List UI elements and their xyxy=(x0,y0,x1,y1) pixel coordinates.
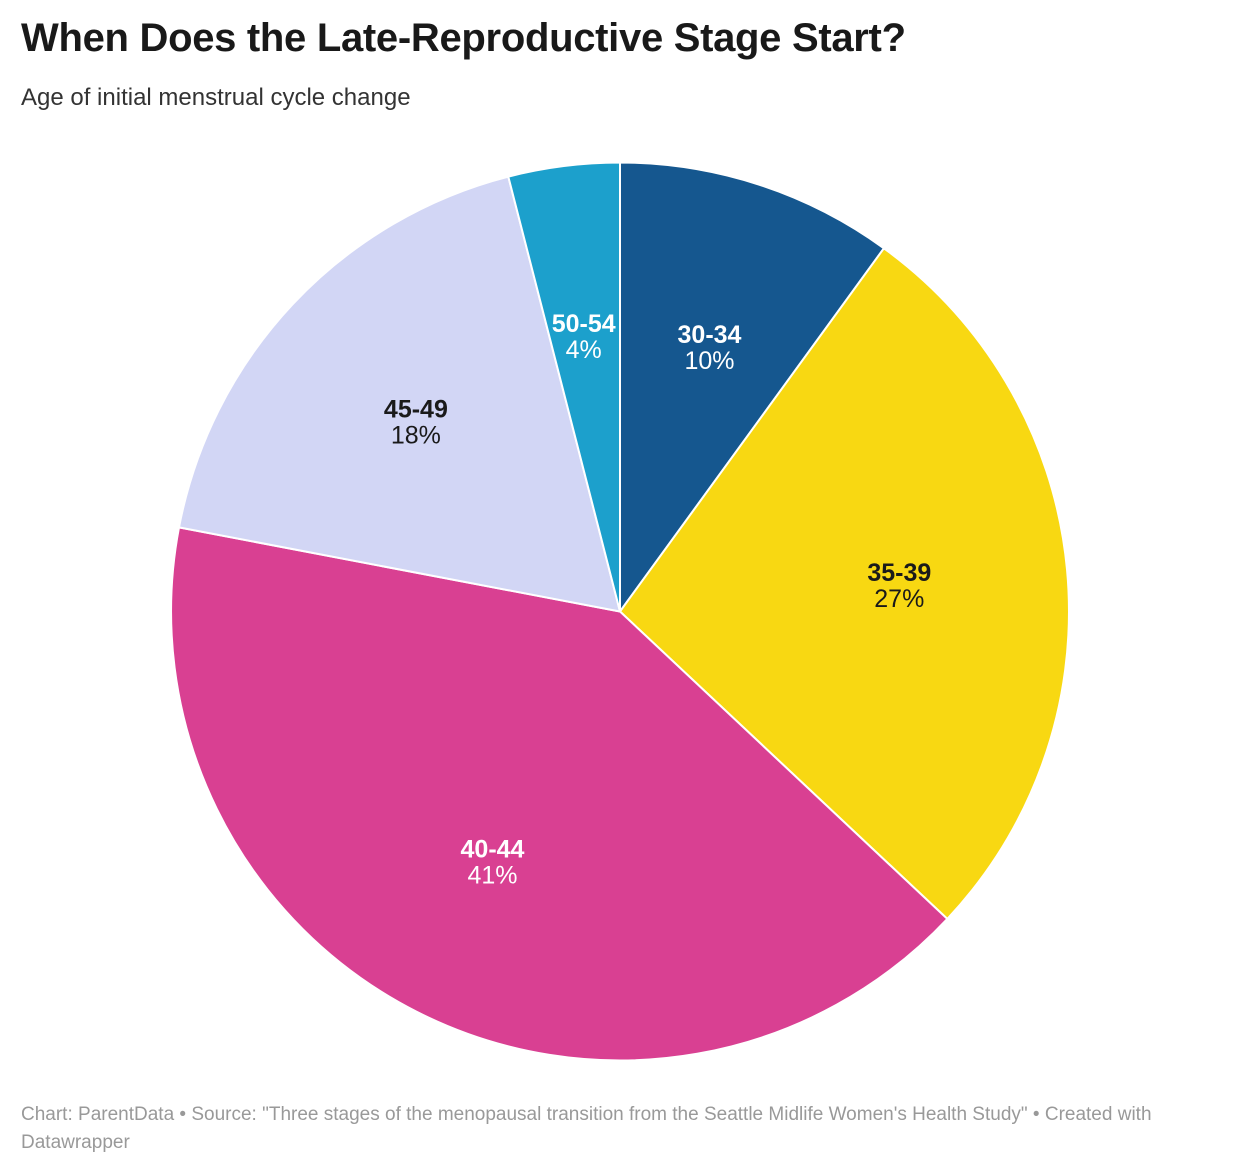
pie-slice-value-30-34: 10% xyxy=(684,347,734,375)
pie-slice-30-34[interactable] xyxy=(619,161,885,613)
pie-slice-value-50-54: 4% xyxy=(566,336,602,364)
pie-slice-35-39[interactable] xyxy=(619,247,1070,920)
pie-slice-50-54[interactable] xyxy=(507,161,621,613)
chart-footer: Chart: ParentData • Source: "Three stage… xyxy=(21,1104,1152,1153)
pie-slice-value-45-49: 18% xyxy=(391,421,441,449)
chart-title: When Does the Late-Reproductive Stage St… xyxy=(21,16,906,60)
pie-slice-value-35-39: 27% xyxy=(874,585,924,613)
pie-slice-value-40-44: 41% xyxy=(467,862,517,890)
chart-subtitle: Age of initial menstrual cycle change xyxy=(21,84,411,111)
pie-slice-label-30-34: 30-34 xyxy=(678,321,742,349)
pie-slice-label-35-39: 35-39 xyxy=(867,559,931,587)
pie-slice-label-50-54: 50-54 xyxy=(552,310,616,338)
pie-slice-45-49[interactable] xyxy=(178,175,621,613)
pie-slice-40-44[interactable] xyxy=(170,526,949,1062)
pie-slice-label-45-49: 45-49 xyxy=(384,395,448,423)
pie-slice-label-40-44: 40-44 xyxy=(461,836,525,864)
